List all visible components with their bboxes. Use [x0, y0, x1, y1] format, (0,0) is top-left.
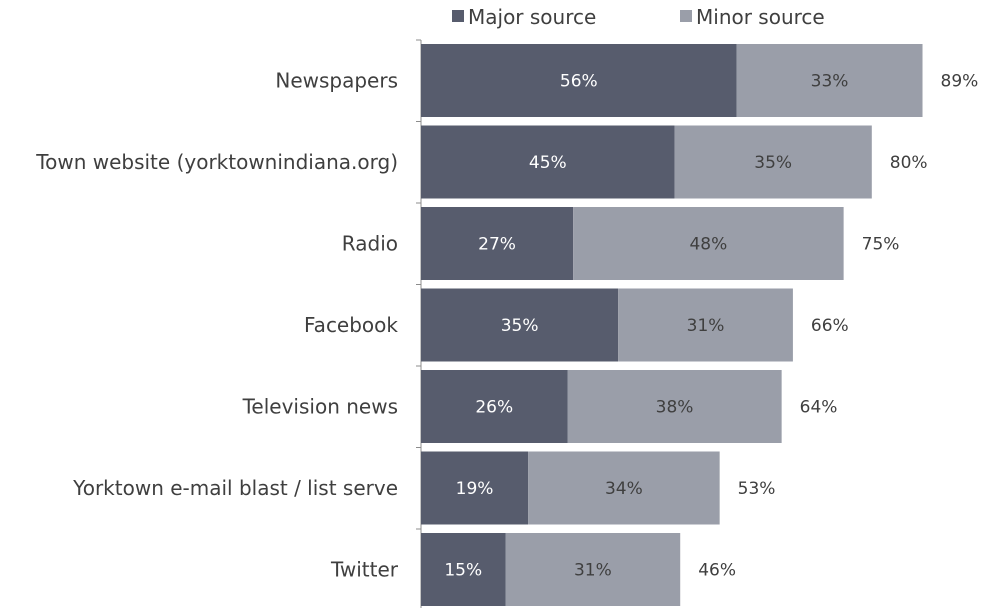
- bar-major-source-facebook: [421, 288, 619, 362]
- value-label-minor-source-newspapers: 33%: [811, 72, 849, 92]
- category-label-facebook: Facebook: [304, 313, 398, 337]
- value-label-minor-source-television-news: 38%: [656, 398, 694, 418]
- bar-minor-source-facebook: [618, 288, 793, 362]
- bar-major-source-twitter: [421, 533, 506, 606]
- value-label-minor-source-town-website-yorktownindiana-org: 35%: [754, 153, 792, 173]
- value-labels: 56% 33% 89% 45% 35% 80% 27% 48% 75% 35% 31% 66% 26% 3…: [444, 72, 978, 581]
- legend-swatch-minor-source: [680, 10, 692, 22]
- category-labels: Newspapers Town website (yorktownindiana.…: [35, 69, 398, 582]
- value-label-major-source-twitter: 15%: [444, 561, 482, 581]
- bar-major-source-yorktown-e-mail-blast-list-serve: [421, 451, 529, 525]
- category-label-yorktown-e-mail-blast-list-serve: Yorktown e-mail blast / list serve: [72, 476, 398, 500]
- value-label-major-source-town-website-yorktownindiana-org: 45%: [529, 153, 567, 173]
- total-label-yorktown-e-mail-blast-list-serve: 53%: [738, 479, 776, 499]
- bar-minor-source-twitter: [505, 533, 681, 606]
- category-label-twitter: Twitter: [330, 558, 399, 582]
- bar-minor-source-radio: [573, 207, 844, 280]
- value-label-minor-source-yorktown-e-mail-blast-list-serve: 34%: [605, 479, 643, 499]
- value-label-major-source-yorktown-e-mail-blast-list-serve: 19%: [456, 479, 494, 499]
- bar-minor-source-town-website-yorktownindiana-org: [674, 125, 872, 199]
- value-label-minor-source-radio: 48%: [689, 235, 727, 255]
- bar-major-source-television-news: [421, 370, 568, 443]
- legend-label-major-source: Major source: [468, 5, 596, 29]
- bar-major-source-newspapers: [421, 44, 737, 117]
- total-label-radio: 75%: [862, 235, 900, 255]
- category-label-town-website-yorktownindiana-org: Town website (yorktownindiana.org): [35, 150, 398, 174]
- category-label-radio: Radio: [342, 232, 398, 256]
- value-label-major-source-radio: 27%: [478, 235, 516, 255]
- value-label-minor-source-twitter: 31%: [574, 561, 612, 581]
- bar-major-source-town-website-yorktownindiana-org: [421, 125, 675, 199]
- bar-major-source-radio: [421, 207, 574, 280]
- category-label-newspapers: Newspapers: [275, 69, 398, 93]
- total-label-facebook: 66%: [811, 316, 849, 336]
- bars: [421, 44, 923, 606]
- legend-label-minor-source: Minor source: [696, 5, 825, 29]
- category-axis: [416, 39, 422, 608]
- total-label-newspapers: 89%: [941, 72, 979, 92]
- value-label-major-source-newspapers: 56%: [560, 72, 598, 92]
- legend: Major source Minor source: [452, 5, 825, 29]
- total-label-town-website-yorktownindiana-org: 80%: [890, 153, 928, 173]
- value-label-major-source-facebook: 35%: [501, 316, 539, 336]
- category-label-television-news: Television news: [242, 395, 398, 419]
- bar-minor-source-newspapers: [736, 44, 923, 117]
- total-label-television-news: 64%: [800, 398, 838, 418]
- value-label-minor-source-facebook: 31%: [687, 316, 725, 336]
- total-label-twitter: 46%: [698, 561, 736, 581]
- bar-minor-source-television-news: [567, 370, 782, 443]
- legend-swatch-major-source: [452, 10, 464, 22]
- bar-minor-source-yorktown-e-mail-blast-list-serve: [528, 451, 720, 525]
- value-label-major-source-television-news: 26%: [475, 398, 513, 418]
